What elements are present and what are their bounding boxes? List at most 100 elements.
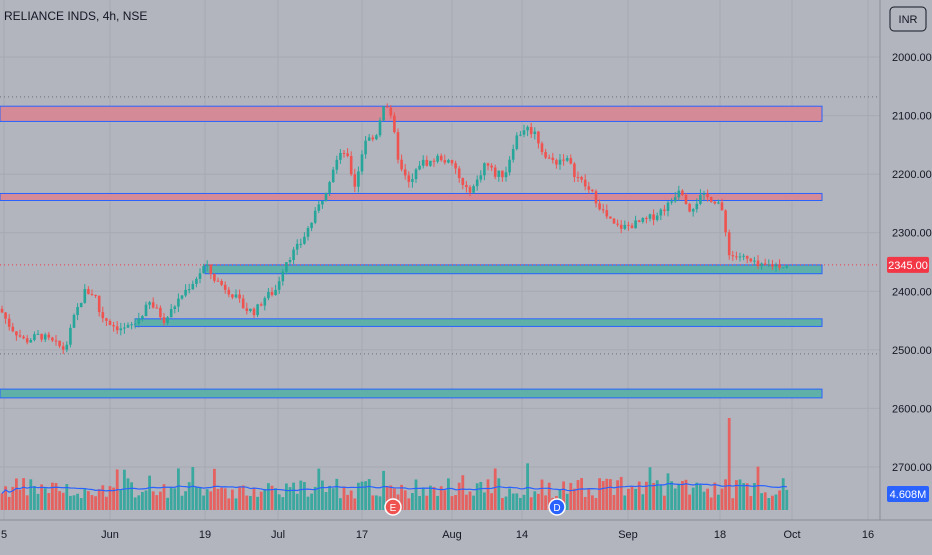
price-tick-label: 2600.00 bbox=[892, 403, 932, 415]
candle-body bbox=[619, 224, 623, 229]
time-axis[interactable]: 5 Jun 19 Jul 17 Aug 14 Sep 18 Oct 16 bbox=[0, 519, 932, 541]
volume-bar bbox=[306, 496, 310, 510]
volume-bar bbox=[418, 496, 421, 510]
volume-bar bbox=[43, 488, 47, 510]
volume-bar bbox=[90, 495, 94, 510]
candle-body bbox=[605, 210, 609, 217]
currency-button[interactable]: INR bbox=[889, 6, 927, 32]
volume-bar bbox=[547, 482, 551, 510]
candle-body bbox=[101, 312, 105, 319]
candle-body bbox=[328, 182, 331, 193]
candle-body bbox=[666, 202, 670, 212]
candle-body bbox=[630, 225, 634, 229]
candle-body bbox=[220, 280, 223, 285]
candle-body bbox=[565, 158, 569, 161]
volume-bar bbox=[580, 478, 583, 510]
volume-bar bbox=[256, 496, 259, 510]
time-tick-label: Jul bbox=[271, 529, 285, 541]
candle-body bbox=[267, 291, 270, 299]
candle-body bbox=[87, 289, 90, 295]
candle-body bbox=[231, 294, 234, 298]
candle-body bbox=[270, 291, 274, 296]
price-tick-label: 2300.00 bbox=[892, 228, 932, 240]
volume-bar bbox=[173, 488, 177, 510]
volume-bar bbox=[655, 480, 659, 510]
price-axis[interactable]: 2700.00 2600.00 2500.00 2400.00 2300.00 2200.… bbox=[879, 0, 932, 520]
candle-body bbox=[281, 271, 285, 282]
candle-body bbox=[745, 255, 749, 259]
candle-body bbox=[439, 155, 443, 161]
volume-bar bbox=[270, 485, 274, 510]
candle-body bbox=[641, 218, 645, 222]
candle-body bbox=[0, 308, 4, 313]
volume-bar bbox=[508, 488, 511, 510]
volume-bar bbox=[432, 487, 436, 510]
candle-body bbox=[493, 167, 497, 177]
candle-body bbox=[288, 260, 292, 263]
candle-body bbox=[51, 337, 54, 341]
candle-body bbox=[501, 170, 504, 178]
dividend-marker[interactable]: D bbox=[548, 498, 566, 516]
volume-bar bbox=[447, 478, 450, 510]
volume-bar bbox=[79, 498, 83, 510]
teal-zone[interactable] bbox=[0, 388, 823, 399]
candle-body bbox=[151, 302, 155, 308]
volume-pane bbox=[0, 418, 789, 510]
volume-bar bbox=[774, 494, 778, 510]
volume-bar bbox=[745, 483, 749, 510]
volume-bar bbox=[497, 478, 501, 510]
candle-body bbox=[234, 294, 238, 298]
symbol-title[interactable]: RELIANCE INDS, 4h, NSE bbox=[4, 9, 147, 23]
volume-bar bbox=[659, 484, 663, 510]
volume-bar bbox=[227, 498, 231, 510]
volume-bar bbox=[213, 468, 216, 510]
teal-zone[interactable] bbox=[204, 264, 823, 275]
candle-body bbox=[54, 340, 58, 342]
candle-body bbox=[461, 178, 465, 185]
volume-bar bbox=[375, 495, 378, 510]
candle-body bbox=[511, 149, 515, 160]
time-tick-label: Jun bbox=[101, 529, 119, 541]
candle-body bbox=[335, 159, 339, 170]
volume-bar bbox=[450, 496, 454, 510]
teal-zone[interactable] bbox=[134, 318, 823, 327]
candle-body bbox=[454, 163, 457, 169]
volume-bar bbox=[364, 481, 367, 510]
volume-bar bbox=[540, 479, 544, 510]
volume-bar bbox=[623, 495, 627, 510]
volume-bar bbox=[346, 494, 349, 510]
candle-body bbox=[771, 264, 774, 267]
volume-bar bbox=[47, 493, 51, 510]
candle-body bbox=[727, 232, 731, 256]
volume-bar bbox=[465, 494, 468, 510]
volume-bar bbox=[101, 485, 105, 510]
volume-bar bbox=[483, 492, 486, 510]
volume-bar bbox=[612, 494, 616, 510]
candle-body bbox=[90, 294, 94, 296]
volume-bar bbox=[677, 483, 681, 510]
volume-bar bbox=[688, 494, 691, 510]
time-tick-label: 17 bbox=[356, 529, 368, 541]
volume-bar bbox=[601, 481, 605, 510]
earnings-marker[interactable]: E bbox=[384, 498, 402, 516]
volume-bar bbox=[87, 491, 90, 510]
volume-bar bbox=[97, 489, 101, 510]
red-zone[interactable] bbox=[0, 192, 823, 202]
volume-bar bbox=[537, 493, 540, 510]
volume-bar bbox=[241, 485, 245, 510]
candle-body bbox=[299, 243, 303, 245]
candle-body bbox=[425, 159, 429, 166]
volume-bar bbox=[414, 479, 418, 510]
volume-bar bbox=[403, 490, 407, 510]
volume-bar bbox=[112, 487, 115, 510]
candle-body bbox=[583, 179, 587, 187]
red-zone[interactable] bbox=[0, 105, 823, 122]
candle-body bbox=[749, 258, 753, 262]
volume-bar bbox=[65, 484, 69, 510]
time-tick-label: 16 bbox=[862, 529, 874, 541]
volume-bar bbox=[378, 496, 382, 510]
volume-bar bbox=[472, 495, 475, 510]
